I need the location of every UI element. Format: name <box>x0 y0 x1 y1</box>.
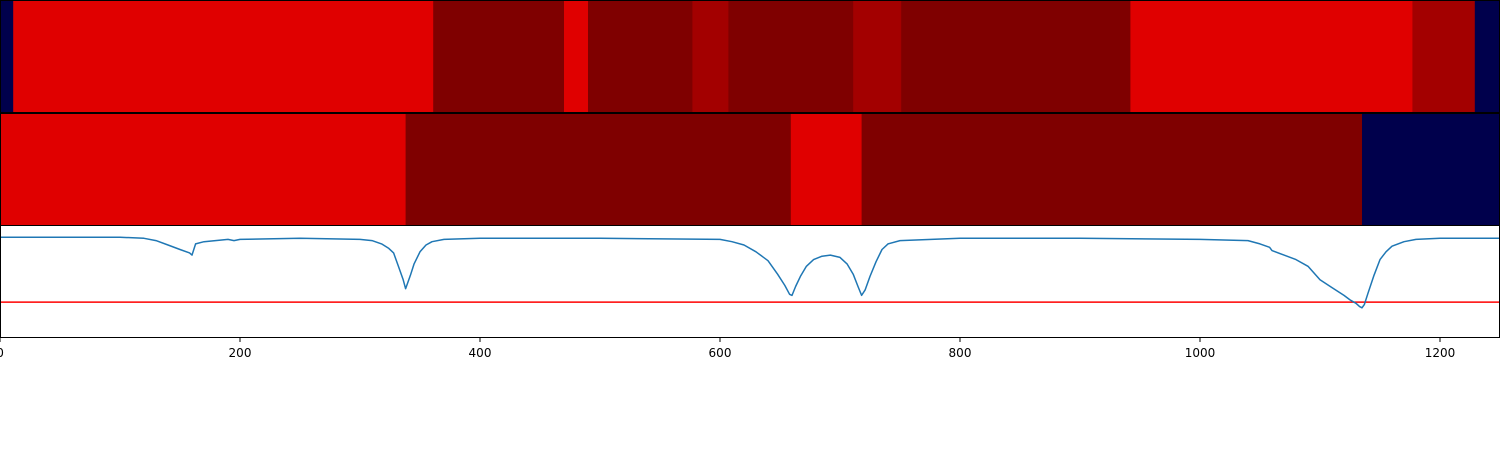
heatmap-1-cell-5 <box>692 0 729 112</box>
heatmap-1-cell-3 <box>564 0 589 112</box>
x-axis: 0 200 400 600 800 1000 1200 <box>0 338 1455 360</box>
heatmap-panel-2 <box>0 113 1500 225</box>
heatmap-1-cell-2 <box>433 0 565 112</box>
heatmap-1-cell-11 <box>1474 0 1500 112</box>
heatmap-1-cell-9 <box>1130 0 1413 112</box>
line-panel-frame <box>0 225 1500 338</box>
line-panel <box>0 236 1500 309</box>
heatmap-2-cell-2 <box>790 113 863 225</box>
heatmap-1-cell-4 <box>588 0 693 112</box>
heatmap-panel-1 <box>0 0 1500 112</box>
x-tick-label-400: 400 <box>469 346 492 360</box>
heatmap-1-cell-0 <box>0 0 14 112</box>
x-tick-label-1000: 1000 <box>1185 346 1216 360</box>
series-line <box>0 236 1500 309</box>
heatmap-2-cell-0 <box>0 113 407 225</box>
x-tick-label-0: 0 <box>0 346 4 360</box>
heatmap-1-cell-1 <box>13 0 434 112</box>
x-tick-label-200: 200 <box>229 346 252 360</box>
heatmap-1-cell-10 <box>1412 0 1476 112</box>
heatmap-2-cell-3 <box>861 113 1363 225</box>
heatmap-1-cell-6 <box>728 0 854 112</box>
heatmap-2-cell-4 <box>1362 113 1500 225</box>
x-tick-label-600: 600 <box>709 346 732 360</box>
x-tick-label-1200: 1200 <box>1425 346 1456 360</box>
heatmap-1-cell-8 <box>901 0 1131 112</box>
heatmap-2-cell-1 <box>405 113 792 225</box>
heatmap-1-cell-7 <box>853 0 902 112</box>
x-tick-label-800: 800 <box>949 346 972 360</box>
